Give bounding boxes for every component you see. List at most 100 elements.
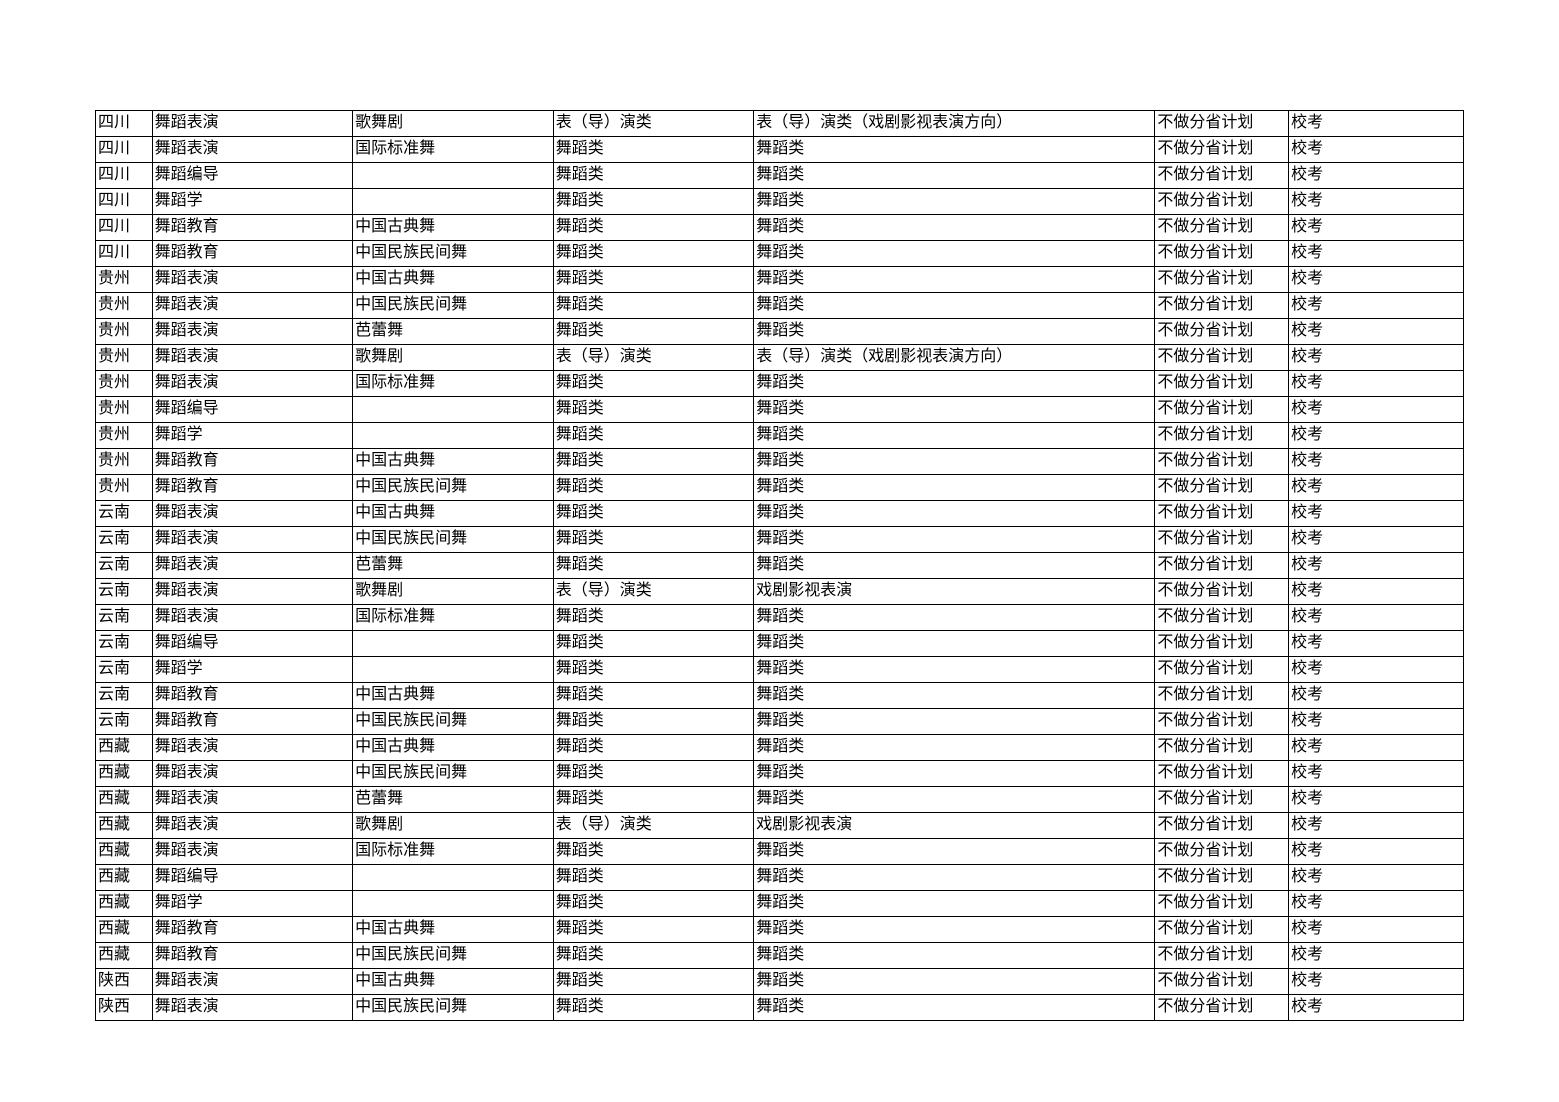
table-cell: 舞蹈类 — [553, 371, 754, 397]
table-cell: 校考 — [1289, 709, 1464, 735]
table-cell: 舞蹈教育 — [152, 475, 353, 501]
table-row: 云南舞蹈表演中国古典舞舞蹈类舞蹈类不做分省计划校考 — [96, 501, 1464, 527]
table-cell: 舞蹈类 — [553, 761, 754, 787]
table-cell: 舞蹈类 — [553, 969, 754, 995]
table-cell: 舞蹈类 — [754, 241, 1155, 267]
table-cell: 表（导）演类（戏剧影视表演方向） — [754, 345, 1155, 371]
table-cell: 舞蹈学 — [152, 891, 353, 917]
table-cell: 舞蹈类 — [553, 553, 754, 579]
table-cell: 舞蹈类 — [553, 657, 754, 683]
table-row: 云南舞蹈学舞蹈类舞蹈类不做分省计划校考 — [96, 657, 1464, 683]
table-cell: 校考 — [1289, 631, 1464, 657]
table-cell: 中国民族民间舞 — [353, 241, 554, 267]
table-row: 西藏舞蹈表演国际标准舞舞蹈类舞蹈类不做分省计划校考 — [96, 839, 1464, 865]
table-cell: 不做分省计划 — [1155, 215, 1289, 241]
table-cell: 校考 — [1289, 657, 1464, 683]
table-cell: 舞蹈表演 — [152, 345, 353, 371]
table-cell: 西藏 — [96, 735, 153, 761]
table-cell: 舞蹈编导 — [152, 163, 353, 189]
table-row: 四川舞蹈表演歌舞剧表（导）演类表（导）演类（戏剧影视表演方向）不做分省计划校考 — [96, 111, 1464, 137]
table-cell: 舞蹈类 — [553, 683, 754, 709]
table-cell: 舞蹈类 — [754, 891, 1155, 917]
table-cell: 芭蕾舞 — [353, 787, 554, 813]
table-cell: 中国民族民间舞 — [353, 293, 554, 319]
table-cell: 舞蹈类 — [553, 163, 754, 189]
table-cell: 舞蹈教育 — [152, 449, 353, 475]
table-cell: 不做分省计划 — [1155, 293, 1289, 319]
table-cell: 舞蹈类 — [754, 865, 1155, 891]
table-cell: 舞蹈表演 — [152, 735, 353, 761]
table-cell: 校考 — [1289, 449, 1464, 475]
table-cell: 贵州 — [96, 423, 153, 449]
table-row: 云南舞蹈表演国际标准舞舞蹈类舞蹈类不做分省计划校考 — [96, 605, 1464, 631]
table-cell: 舞蹈类 — [754, 553, 1155, 579]
table-cell: 校考 — [1289, 215, 1464, 241]
table-cell: 中国古典舞 — [353, 215, 554, 241]
table-cell: 陕西 — [96, 995, 153, 1021]
table-row: 贵州舞蹈表演国际标准舞舞蹈类舞蹈类不做分省计划校考 — [96, 371, 1464, 397]
table-cell: 校考 — [1289, 137, 1464, 163]
table-cell: 舞蹈类 — [754, 683, 1155, 709]
table-cell: 中国民族民间舞 — [353, 943, 554, 969]
table-cell: 云南 — [96, 605, 153, 631]
table-cell: 舞蹈类 — [754, 137, 1155, 163]
table-cell: 校考 — [1289, 995, 1464, 1021]
table-cell: 云南 — [96, 527, 153, 553]
table-cell: 中国古典舞 — [353, 683, 554, 709]
table-cell: 西藏 — [96, 787, 153, 813]
table-row: 陕西舞蹈表演中国民族民间舞舞蹈类舞蹈类不做分省计划校考 — [96, 995, 1464, 1021]
table-cell: 不做分省计划 — [1155, 371, 1289, 397]
table-cell: 舞蹈类 — [553, 917, 754, 943]
table-cell: 中国民族民间舞 — [353, 995, 554, 1021]
table-cell: 不做分省计划 — [1155, 995, 1289, 1021]
table-cell: 舞蹈表演 — [152, 995, 353, 1021]
table-cell: 校考 — [1289, 293, 1464, 319]
table-cell: 舞蹈类 — [754, 995, 1155, 1021]
table-cell — [353, 397, 554, 423]
table-cell: 校考 — [1289, 319, 1464, 345]
table-cell: 贵州 — [96, 371, 153, 397]
table-cell: 舞蹈类 — [754, 761, 1155, 787]
table-cell — [353, 631, 554, 657]
table-cell: 不做分省计划 — [1155, 189, 1289, 215]
table-cell: 表（导）演类 — [553, 579, 754, 605]
table-cell: 不做分省计划 — [1155, 943, 1289, 969]
table-cell: 表（导）演类（戏剧影视表演方向） — [754, 111, 1155, 137]
table-cell: 舞蹈类 — [553, 397, 754, 423]
table-cell: 舞蹈类 — [553, 943, 754, 969]
table-cell: 中国古典舞 — [353, 267, 554, 293]
table-cell: 舞蹈类 — [754, 423, 1155, 449]
table-cell: 贵州 — [96, 449, 153, 475]
table-cell: 贵州 — [96, 293, 153, 319]
table-cell: 舞蹈类 — [754, 917, 1155, 943]
table-cell: 不做分省计划 — [1155, 501, 1289, 527]
table-cell: 国际标准舞 — [353, 605, 554, 631]
table-cell: 不做分省计划 — [1155, 319, 1289, 345]
table-cell: 不做分省计划 — [1155, 813, 1289, 839]
table-cell: 舞蹈表演 — [152, 761, 353, 787]
table-cell: 舞蹈表演 — [152, 527, 353, 553]
table-cell — [353, 891, 554, 917]
table-cell: 西藏 — [96, 865, 153, 891]
table-row: 西藏舞蹈表演芭蕾舞舞蹈类舞蹈类不做分省计划校考 — [96, 787, 1464, 813]
table-cell: 不做分省计划 — [1155, 163, 1289, 189]
table-cell: 舞蹈类 — [754, 293, 1155, 319]
table-cell: 舞蹈表演 — [152, 813, 353, 839]
table-row: 云南舞蹈表演歌舞剧表（导）演类戏剧影视表演不做分省计划校考 — [96, 579, 1464, 605]
table-cell: 校考 — [1289, 267, 1464, 293]
table-cell: 中国古典舞 — [353, 501, 554, 527]
table-cell: 国际标准舞 — [353, 371, 554, 397]
table-cell: 校考 — [1289, 917, 1464, 943]
table-cell: 舞蹈类 — [754, 943, 1155, 969]
table-cell: 不做分省计划 — [1155, 267, 1289, 293]
table-cell: 不做分省计划 — [1155, 605, 1289, 631]
table-cell: 舞蹈类 — [754, 501, 1155, 527]
table-cell: 云南 — [96, 579, 153, 605]
table-cell: 舞蹈类 — [553, 423, 754, 449]
table-cell: 校考 — [1289, 839, 1464, 865]
table-cell: 舞蹈表演 — [152, 267, 353, 293]
table-cell — [353, 423, 554, 449]
table-row: 贵州舞蹈教育中国民族民间舞舞蹈类舞蹈类不做分省计划校考 — [96, 475, 1464, 501]
table-cell: 校考 — [1289, 787, 1464, 813]
table-cell: 不做分省计划 — [1155, 709, 1289, 735]
